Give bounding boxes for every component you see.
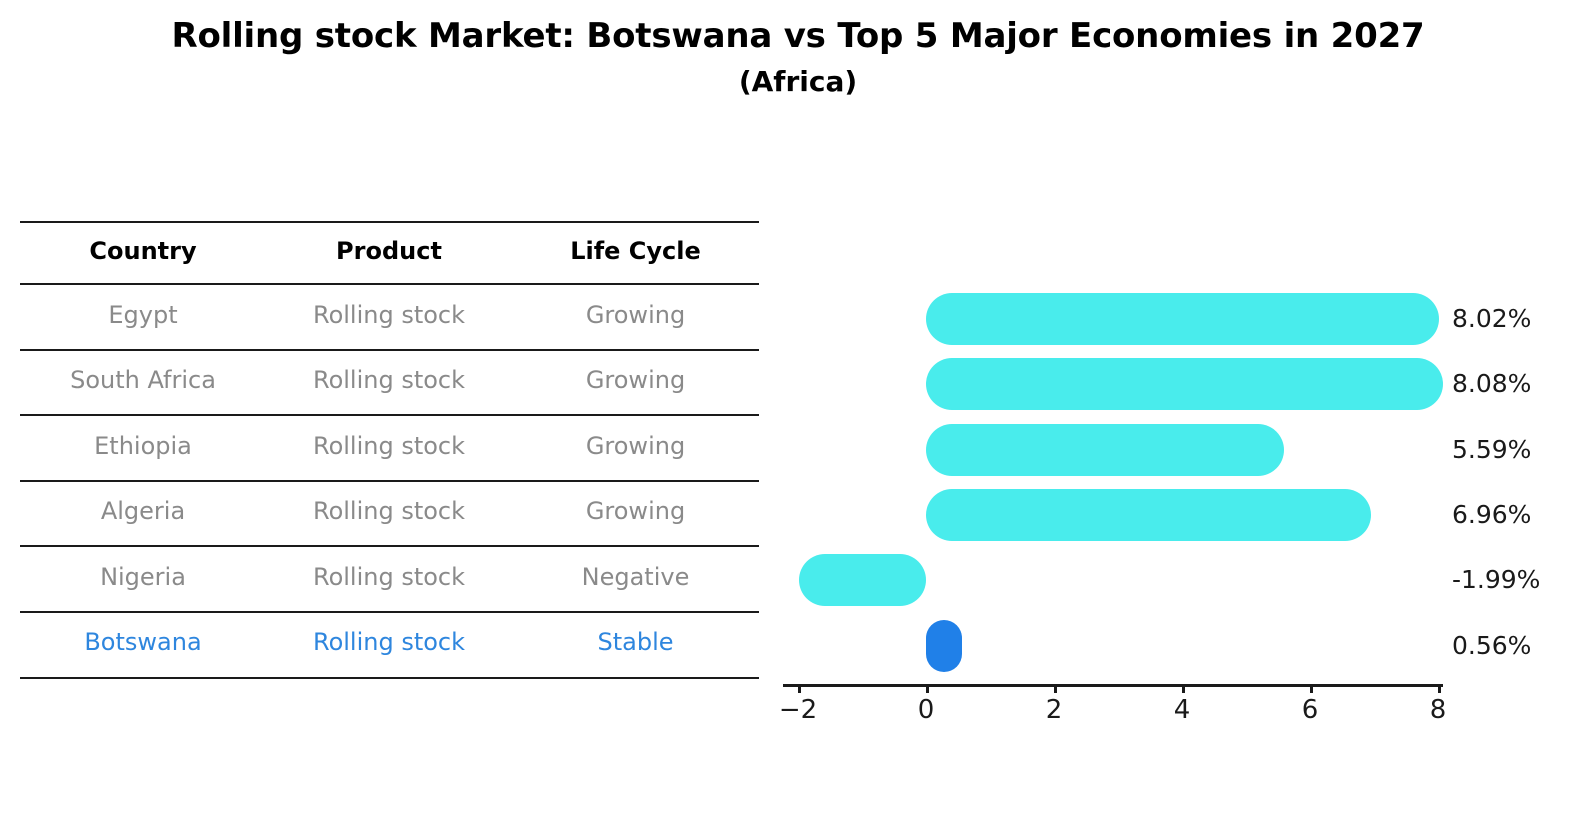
column-header-country: Country (89, 237, 197, 265)
table-rule-3 (20, 480, 759, 482)
bar-value-label: 5.59% (1452, 434, 1532, 464)
table-row: Algeria Rolling stock Growing (20, 479, 759, 545)
cell-life-cycle: Negative (581, 562, 690, 591)
table-row: Egypt Rolling stock Growing (20, 282, 759, 348)
x-axis-tick (1310, 684, 1313, 693)
table-header-row: Country Product Life Cycle (20, 220, 759, 282)
cell-product: Rolling stock (312, 628, 466, 657)
table-rule-bottom (20, 677, 759, 679)
country-table: Country Product Life Cycle Egypt Rolling… (20, 220, 759, 675)
bar (926, 423, 1284, 476)
table-rule-top (20, 221, 759, 223)
x-axis-tick-label: −2 (778, 695, 818, 725)
x-axis-tick-label: 8 (1429, 695, 1447, 725)
bar-highlighted (926, 619, 962, 672)
cell-product: Rolling stock (312, 562, 466, 591)
table-row: Ethiopia Rolling stock Growing (20, 413, 759, 479)
cell-product: Rolling stock (312, 300, 466, 329)
cell-life-cycle: Growing (585, 366, 686, 395)
cell-product: Rolling stock (312, 366, 466, 395)
table-row-highlighted: Botswana Rolling stock Stable (20, 610, 759, 676)
table-rule-4 (20, 545, 759, 547)
x-axis-tick-label: 6 (1301, 695, 1319, 725)
table-rule-5 (20, 611, 759, 613)
cell-product: Rolling stock (312, 431, 466, 460)
cell-product: Rolling stock (312, 497, 466, 526)
x-axis-tick-label: 2 (1045, 695, 1063, 725)
bar (926, 358, 1444, 411)
x-axis-tick (1438, 684, 1441, 693)
cell-life-cycle: Growing (585, 497, 686, 526)
table-row: Nigeria Rolling stock Negative (20, 544, 759, 610)
page-subtitle: (Africa) (738, 65, 858, 98)
table-row: South Africa Rolling stock Growing (20, 348, 759, 414)
cell-life-cycle: Stable (597, 628, 674, 657)
x-axis-tick (798, 684, 801, 693)
cell-country: Algeria (100, 497, 186, 526)
x-axis-tick (1182, 684, 1185, 693)
x-axis-line (783, 684, 1443, 687)
x-axis-tick (926, 684, 929, 693)
column-header-life-cycle: Life Cycle (570, 237, 701, 265)
bar-value-label: 0.56% (1452, 630, 1532, 660)
cell-country: Botswana (84, 628, 202, 657)
table-rule-header (20, 283, 759, 285)
page-title: Rolling stock Market: Botswana vs Top 5 … (171, 16, 1425, 56)
bar-value-label: 8.02% (1452, 304, 1532, 333)
cell-life-cycle: Growing (585, 431, 686, 460)
column-header-product: Product (336, 237, 442, 265)
bar-value-label: 6.96% (1452, 499, 1532, 529)
cell-country: Nigeria (100, 562, 186, 591)
x-axis-tick (1054, 684, 1057, 693)
table-rule-2 (20, 414, 759, 416)
cell-country: South Africa (70, 366, 216, 395)
cell-country: Ethiopia (94, 431, 192, 460)
x-axis-tick-label: 4 (1173, 695, 1191, 725)
x-axis-tick-label: 0 (917, 695, 935, 725)
chart-title-block: Rolling stock Market: Botswana vs Top 5 … (0, 14, 1596, 102)
bar (926, 293, 1440, 345)
bar-value-label: 8.08% (1452, 369, 1532, 399)
bar (926, 488, 1372, 541)
bar (798, 554, 926, 607)
table-rule-1 (20, 349, 759, 351)
cell-life-cycle: Growing (585, 300, 686, 329)
cell-country: Egypt (108, 300, 178, 329)
bar-value-label: -1.99% (1452, 565, 1541, 595)
